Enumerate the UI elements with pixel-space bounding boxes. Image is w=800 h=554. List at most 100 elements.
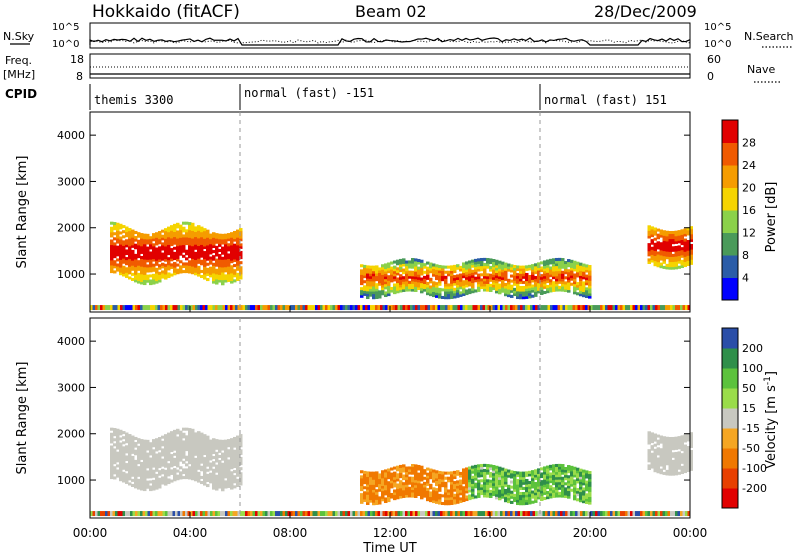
- power-cell: [579, 285, 583, 289]
- power-near-range-cell: [490, 305, 493, 311]
- power-cell: [227, 261, 231, 265]
- power-cell: [459, 281, 463, 285]
- velocity-cell: [224, 447, 228, 451]
- velocity-cell: [369, 491, 373, 496]
- power-cell: [564, 260, 568, 265]
- power-cell: [155, 237, 159, 241]
- velocity-cell: [680, 468, 684, 472]
- velocity-cell: [185, 470, 189, 475]
- velocity-cell: [239, 472, 243, 476]
- power-near-range-cell: [602, 305, 605, 311]
- nsearch-label: N.Search: [744, 30, 794, 43]
- power-cell: [471, 277, 475, 281]
- velocity-cell: [366, 476, 370, 480]
- colorbar-tick-label: -200: [742, 482, 767, 495]
- power-cell: [137, 252, 141, 256]
- power-cell: [179, 244, 183, 249]
- power-cell: [680, 236, 684, 241]
- power-cell: [399, 281, 403, 285]
- velocity-cell: [152, 482, 156, 486]
- velocity-cell: [468, 479, 472, 483]
- velocity-cell: [158, 485, 162, 489]
- velocity-near-range-cell: [272, 511, 275, 517]
- power-cell: [504, 262, 508, 266]
- velocity-cell: [122, 464, 126, 468]
- power-cell: [689, 236, 693, 240]
- velocity-cell: [230, 473, 234, 477]
- power-cell: [501, 261, 505, 265]
- power-cell: [498, 283, 502, 287]
- power-near-range-cell: [630, 305, 633, 311]
- power-cell: [176, 258, 180, 262]
- velocity-near-range-cell: [292, 511, 295, 517]
- power-cell: [128, 271, 132, 275]
- velocity-cell: [393, 476, 397, 480]
- power-near-range-cell: [635, 305, 638, 311]
- velocity-cell: [134, 475, 138, 479]
- velocity-cell: [534, 494, 538, 498]
- power-near-range-cell: [170, 305, 173, 311]
- power-near-range-cell: [132, 305, 135, 311]
- power-cell: [576, 271, 580, 275]
- power-cell: [489, 260, 493, 265]
- power-cell: [686, 240, 690, 244]
- power-cell: [683, 246, 687, 250]
- power-cell: [194, 269, 198, 273]
- power-cell: [230, 244, 234, 248]
- power-cell: [486, 283, 490, 287]
- velocity-cell: [546, 465, 550, 469]
- power-cell: [224, 259, 228, 263]
- power-cell: [215, 273, 219, 277]
- velocity-cell: [119, 450, 123, 454]
- power-cell: [516, 267, 520, 272]
- velocity-cell: [677, 436, 681, 440]
- velocity-cell: [188, 440, 192, 444]
- velocity-cell: [128, 456, 132, 461]
- velocity-cell: [653, 438, 657, 442]
- power-cell: [179, 229, 183, 233]
- power-cell: [468, 268, 472, 272]
- velocity-cell: [555, 476, 559, 480]
- velocity-cell: [200, 442, 204, 446]
- velocity-cell: [486, 494, 490, 498]
- power-cell: [680, 262, 684, 266]
- power-cell: [140, 235, 144, 239]
- power-cell: [230, 234, 234, 238]
- velocity-cell: [188, 448, 192, 452]
- power-cell: [561, 278, 565, 282]
- power-cell: [173, 223, 177, 227]
- power-cell: [489, 258, 493, 262]
- velocity-near-range-cell: [597, 511, 600, 517]
- velocity-cell: [128, 441, 132, 445]
- power-cell: [224, 254, 228, 258]
- power-cell: [366, 265, 370, 269]
- velocity-heatmap: [90, 427, 693, 517]
- power-cell: [125, 259, 129, 263]
- velocity-cell: [179, 476, 183, 480]
- power-cell: [405, 275, 409, 279]
- velocity-cell: [453, 488, 457, 492]
- velocity-cell: [110, 470, 114, 474]
- velocity-cell: [483, 474, 487, 478]
- power-cell: [471, 290, 475, 294]
- velocity-cell: [405, 476, 409, 480]
- velocity-near-range-cell: [540, 511, 543, 517]
- velocity-cell: [564, 482, 568, 486]
- power-cell: [411, 283, 415, 287]
- power-cell: [194, 228, 198, 232]
- power-cell: [170, 230, 174, 234]
- velocity-cell: [167, 437, 171, 441]
- power-cell: [197, 235, 201, 239]
- power-cell: [366, 293, 370, 297]
- velocity-cell: [372, 474, 376, 478]
- power-cell: [582, 273, 586, 277]
- power-cell: [495, 282, 499, 286]
- velocity-cell: [513, 493, 517, 497]
- power-cell: [194, 231, 198, 235]
- velocity-cell: [429, 468, 433, 472]
- power-near-range-cell: [667, 305, 670, 311]
- velocity-cell: [477, 487, 481, 491]
- power-cell: [444, 278, 448, 282]
- power-cell: [582, 286, 586, 290]
- power-cell: [555, 283, 559, 287]
